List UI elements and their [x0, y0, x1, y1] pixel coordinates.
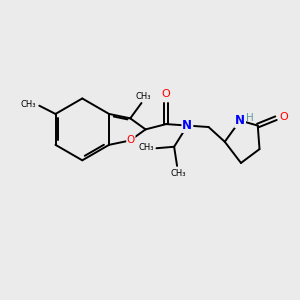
Text: N: N: [182, 119, 192, 132]
Text: CH₃: CH₃: [139, 142, 154, 152]
Text: N: N: [235, 114, 245, 127]
Text: CH₃: CH₃: [135, 92, 151, 101]
Text: O: O: [279, 112, 288, 122]
Text: O: O: [127, 135, 135, 146]
Text: O: O: [162, 89, 170, 99]
Text: H: H: [246, 112, 254, 123]
Text: CH₃: CH₃: [21, 100, 36, 109]
Text: CH₃: CH₃: [171, 169, 186, 178]
